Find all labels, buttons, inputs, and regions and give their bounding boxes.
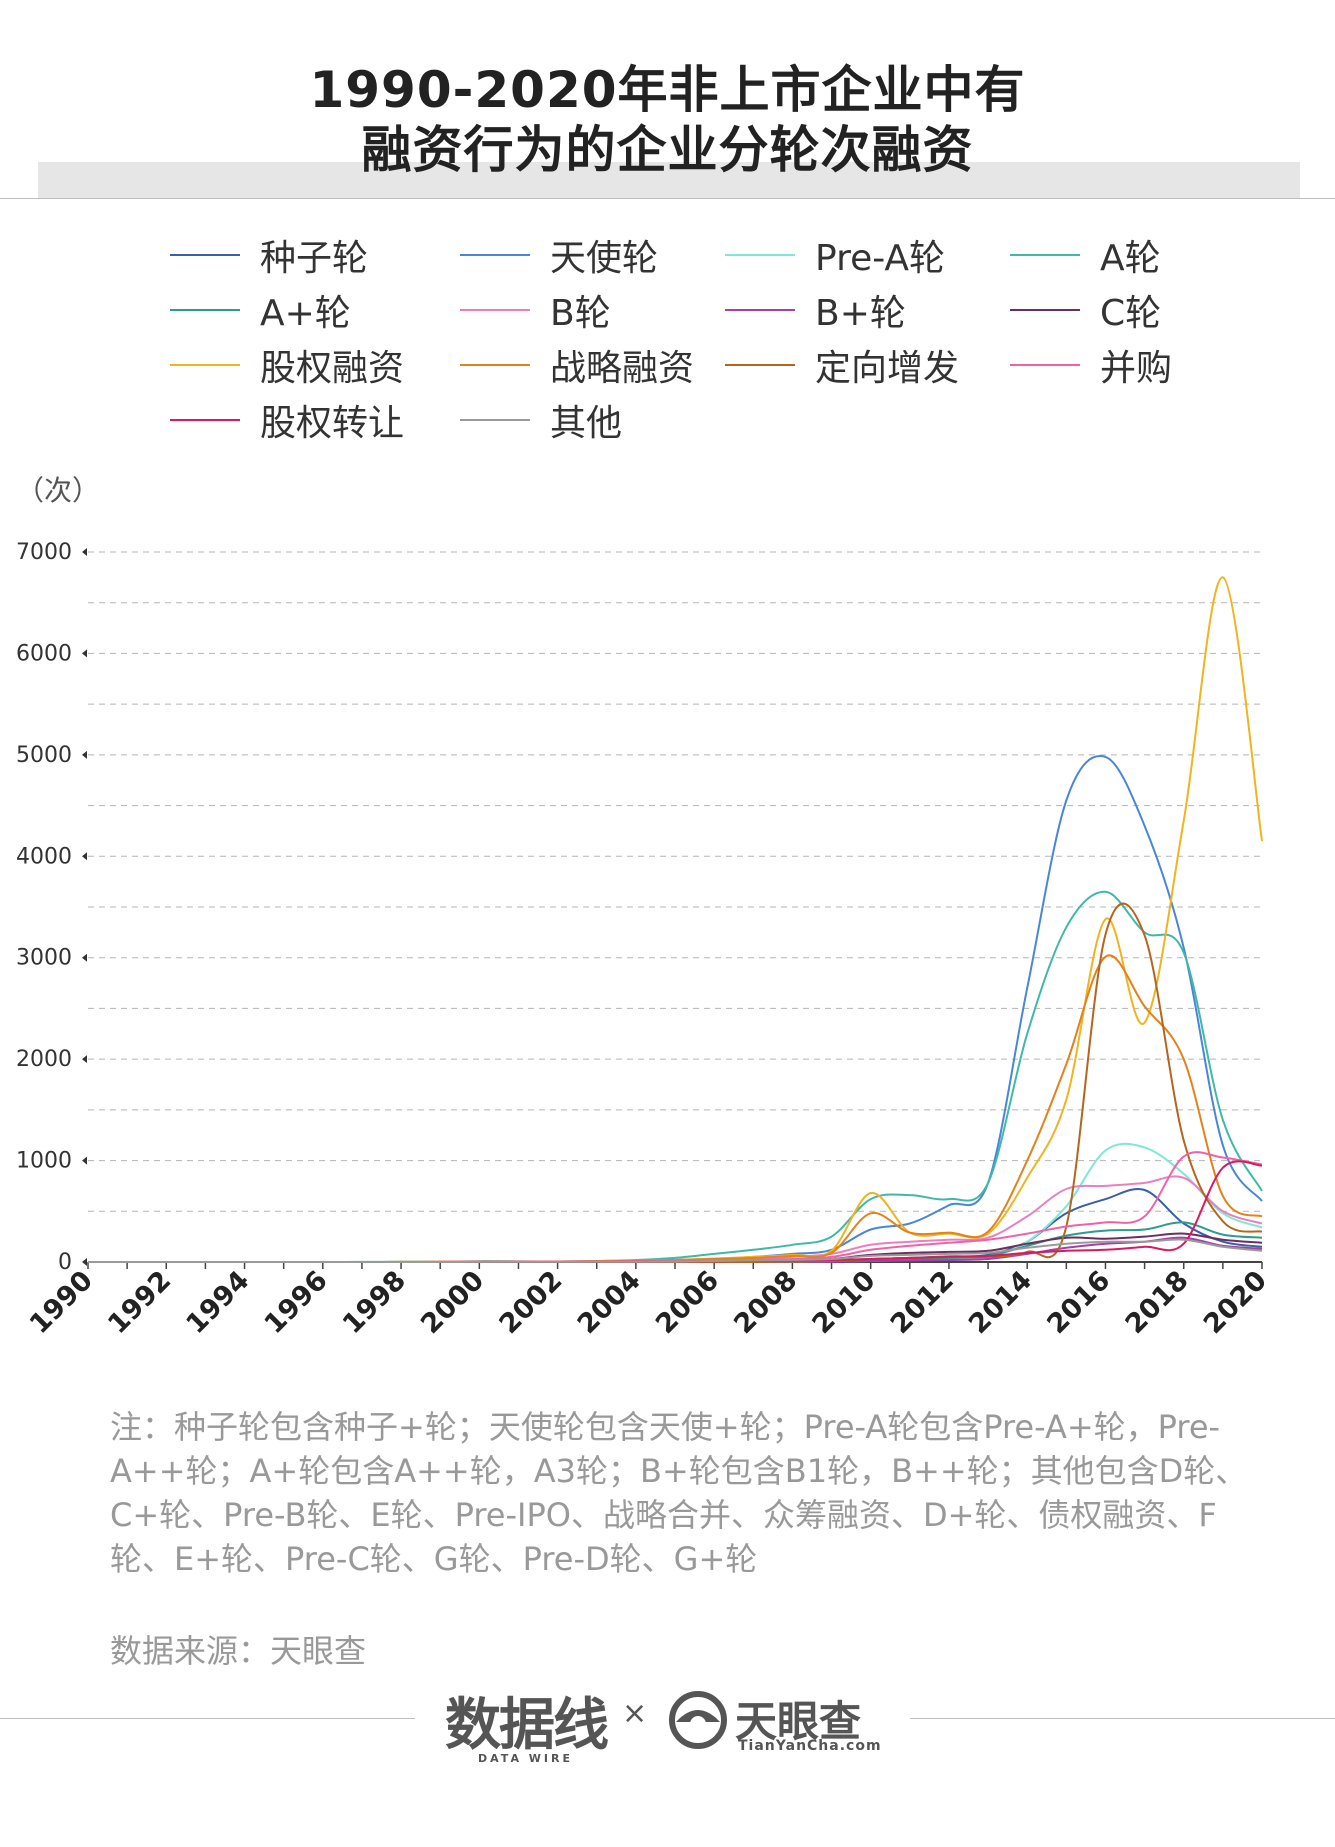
chart-note: 注：种子轮包含种子+轮；天使轮包含天使+轮；Pre-A轮包含Pre-A+轮，Pr… <box>110 1408 1248 1578</box>
datawire-logo: 数据线 <box>445 1693 609 1758</box>
x-tick-label: 2000 <box>415 1265 490 1340</box>
footer-divider-right <box>910 1718 1335 1719</box>
legend-swatch <box>460 364 530 366</box>
legend-label: C轮 <box>1100 293 1162 334</box>
series-line <box>87 1175 1263 1263</box>
y-tick-label: 1000 <box>16 1149 72 1174</box>
legend-label: B+轮 <box>815 293 906 334</box>
legend-item: 股权转让 <box>170 395 404 445</box>
legend-item: Pre-A轮 <box>725 230 945 280</box>
y-tick-label: 2000 <box>16 1047 72 1072</box>
y-tick-label: 7000 <box>16 540 72 565</box>
legend-swatch <box>170 254 240 256</box>
y-tick-mark <box>82 1156 87 1165</box>
legend-label: 股权融资 <box>260 348 405 389</box>
x-tick-label: 2018 <box>1120 1265 1195 1340</box>
y-tick-mark <box>82 953 87 962</box>
series-line <box>87 954 1263 1263</box>
legend-item: 其他 <box>460 395 622 445</box>
y-tick-label: 3000 <box>16 946 72 971</box>
x-tick-label: 1990 <box>24 1265 99 1340</box>
legend-item: 股权融资 <box>170 340 404 390</box>
y-tick-label: 5000 <box>16 743 72 768</box>
series-line <box>87 1238 1263 1263</box>
y-tick-mark <box>82 852 87 861</box>
x-tick-label: 1996 <box>259 1265 334 1340</box>
legend-swatch <box>460 254 530 256</box>
legend: 种子轮 天使轮 Pre-A轮 A轮 A+轮 B轮 B+轮 C轮股权融资 战略融资 定向增发 并购股权… <box>170 230 1270 470</box>
x-tick-label: 2006 <box>650 1265 725 1340</box>
legend-swatch <box>170 309 240 311</box>
legend-label: 天使轮 <box>550 238 659 279</box>
y-tick-label: 4000 <box>16 844 72 869</box>
series-line <box>87 1142 1263 1263</box>
legend-label: B轮 <box>550 293 611 334</box>
datawire-logo-subtitle: DATA WIRE <box>478 1752 573 1765</box>
chart-title-line-1: 1990-2020年非上市企业中有 <box>309 61 1026 119</box>
y-tick-mark <box>82 1258 87 1266</box>
x-tick-label: 2012 <box>885 1265 960 1340</box>
legend-swatch <box>1010 309 1080 311</box>
y-tick-label: 0 <box>58 1250 72 1275</box>
tianyancha-logo-subtitle: TianYanCha.com <box>738 1738 882 1754</box>
footer-divider-left <box>0 1718 415 1719</box>
logo-separator: × <box>622 1696 648 1731</box>
data-source: 数据来源：天眼查 <box>110 1632 367 1670</box>
legend-swatch <box>460 309 530 311</box>
legend-swatch <box>460 419 530 421</box>
legend-swatch <box>725 254 795 256</box>
tianyancha-eye-icon <box>669 1691 727 1749</box>
legend-item: A轮 <box>1010 230 1161 280</box>
chart-title-line-2: 融资行为的企业分轮次融资 <box>361 121 974 179</box>
title-band <box>38 162 1300 198</box>
legend-swatch <box>725 309 795 311</box>
legend-swatch <box>170 419 240 421</box>
title-divider <box>0 198 1335 199</box>
y-tick-mark <box>82 1055 87 1064</box>
legend-swatch <box>725 364 795 366</box>
x-tick-label: 2014 <box>963 1265 1038 1340</box>
x-tick-label: 1998 <box>337 1265 412 1340</box>
chart-title: 1990-2020年非上市企业中有 融资行为的企业分轮次融资 <box>0 60 1335 180</box>
x-tick-label: 2020 <box>1198 1265 1273 1340</box>
legend-item: 种子轮 <box>170 230 368 280</box>
x-tick-label: 2002 <box>493 1265 568 1340</box>
legend-label: A轮 <box>1100 238 1161 279</box>
legend-item: 并购 <box>1010 340 1172 390</box>
legend-label: 并购 <box>1100 348 1173 389</box>
y-tick-label: 6000 <box>16 641 72 666</box>
legend-swatch <box>1010 254 1080 256</box>
legend-label: A+轮 <box>260 293 351 334</box>
legend-label: 定向增发 <box>815 348 960 389</box>
x-tick-label: 2016 <box>1041 1265 1116 1340</box>
series-line <box>87 576 1263 1263</box>
y-axis-unit-label: （次） <box>16 474 100 507</box>
y-tick-mark <box>82 750 87 759</box>
legend-swatch <box>170 364 240 366</box>
x-tick-label: 2008 <box>728 1265 803 1340</box>
legend-item: 天使轮 <box>460 230 658 280</box>
legend-label: 战略融资 <box>550 348 695 389</box>
x-tick-label: 2004 <box>572 1265 647 1340</box>
legend-item: B+轮 <box>725 285 906 335</box>
legend-swatch <box>1010 364 1080 366</box>
x-tick-label: 1992 <box>102 1265 177 1340</box>
x-tick-label: 2010 <box>807 1265 882 1340</box>
legend-label: 股权转让 <box>260 403 405 444</box>
y-tick-mark <box>82 649 87 658</box>
legend-item: 定向增发 <box>725 340 959 390</box>
legend-label: Pre-A轮 <box>815 238 946 279</box>
legend-item: C轮 <box>1010 285 1161 335</box>
legend-item: 战略融资 <box>460 340 694 390</box>
tianyancha-logo: 天眼查 <box>735 1697 862 1746</box>
legend-item: B轮 <box>460 285 611 335</box>
legend-item: A+轮 <box>170 285 351 335</box>
legend-label: 种子轮 <box>260 238 369 279</box>
x-tick-label: 1994 <box>180 1265 255 1340</box>
line-chart: （次） 0 1000 2000 3000 4000 5000 6000 7000 1990 1992… <box>16 474 1273 1340</box>
legend-label: 其他 <box>550 403 623 444</box>
y-tick-mark <box>82 548 87 556</box>
